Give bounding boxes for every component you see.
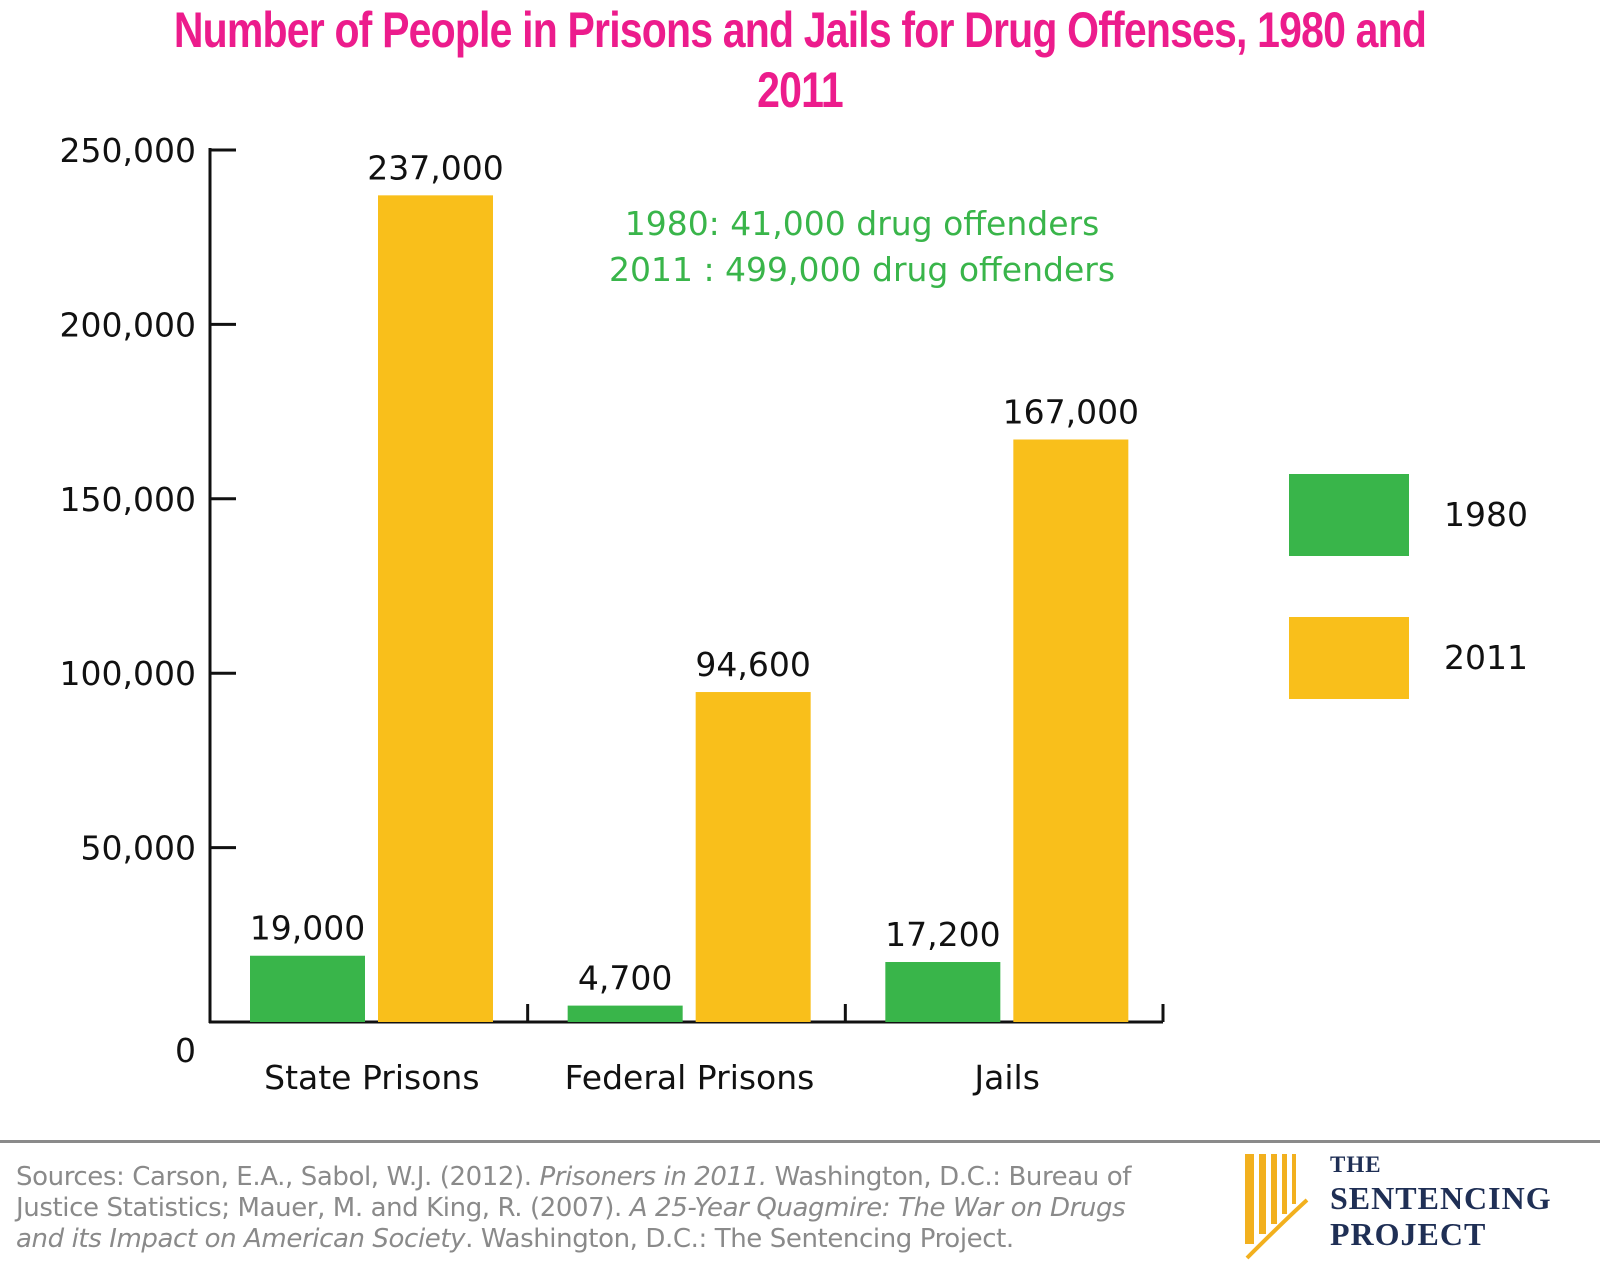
legend-swatch-2011: [1289, 617, 1409, 699]
sources-segment: Washington, D.C.: Bureau of Justice Stat…: [16, 1162, 1132, 1223]
data-label: 17,200: [885, 915, 1000, 954]
bar-2011-2: [1013, 439, 1129, 1022]
data-label: 237,000: [367, 148, 503, 187]
category-label: Jails: [972, 1058, 1039, 1097]
summary-annotation: 1980: 41,000 drug offenders 2011 : 499,00…: [609, 204, 1115, 289]
category-labels: State Prisons Federal Prisons Jails: [264, 1058, 1040, 1097]
legend: 1980 2011: [1289, 474, 1528, 699]
category-label: Federal Prisons: [565, 1058, 815, 1097]
bar-2011-0: [378, 195, 493, 1022]
bar-series: 19,000 237,000 4,700 94,600 17,200 167,000: [250, 148, 1139, 1022]
logo-line-sentencing: SENTENCING: [1330, 1180, 1552, 1216]
sources-citation: Sources: Carson, E.A., Sabol, W.J. (2012…: [16, 1162, 1176, 1255]
y-tick-label: 150,000: [60, 480, 196, 519]
logo-wordmark: THE SENTENCING PROJECT: [1330, 1150, 1552, 1252]
y-axis-ticks: 0 50,000 100,000 150,000 200,000 250,000: [60, 131, 236, 1070]
category-label: State Prisons: [264, 1058, 479, 1097]
bar-2011-1: [695, 692, 811, 1022]
bar-1980-2: [885, 962, 1001, 1022]
legend-label-1980: 1980: [1444, 495, 1528, 534]
legend-swatch-1980: [1289, 474, 1409, 556]
y-tick-label: 0: [175, 1031, 196, 1070]
sources-segment: Sources: Carson, E.A., Sabol, W.J. (2012…: [16, 1162, 540, 1192]
chart-axes: [208, 148, 1165, 1024]
data-label: 4,700: [578, 959, 672, 998]
footer-divider: [0, 1140, 1600, 1143]
sources-segment: . Washington, D.C.: The Sentencing Proje…: [465, 1224, 1014, 1254]
annotation-line-1: 1980: 41,000 drug offenders: [625, 204, 1100, 243]
sources-segment: A 25-Year Quagmire: The War on Drugs and…: [16, 1193, 1126, 1254]
y-tick-label: 250,000: [60, 131, 196, 170]
columns-logo-icon: [1245, 1154, 1309, 1260]
annotation-line-2: 2011 : 499,000 drug offenders: [609, 250, 1115, 289]
legend-label-2011: 2011: [1444, 638, 1528, 677]
y-tick-label: 50,000: [81, 829, 196, 868]
y-tick-label: 100,000: [60, 654, 196, 693]
chart-title: Number of People in Prisons and Jails fo…: [173, 2, 1427, 118]
bar-chart: 0 50,000 100,000 150,000 200,000 250,000 19,0…: [60, 131, 1528, 1097]
sentencing-project-logo: THE SENTENCING PROJECT: [1245, 1150, 1585, 1265]
y-tick-label: 200,000: [60, 305, 196, 344]
data-label: 19,000: [250, 909, 365, 948]
logo-line-project: PROJECT: [1330, 1216, 1487, 1252]
logo-line-the: THE: [1330, 1152, 1382, 1177]
sources-segment: Prisoners in 2011.: [539, 1162, 768, 1192]
bar-1980-1: [567, 1005, 683, 1022]
bar-1980-0: [250, 955, 365, 1022]
data-label: 94,600: [695, 645, 810, 684]
data-label: 167,000: [1003, 393, 1139, 432]
